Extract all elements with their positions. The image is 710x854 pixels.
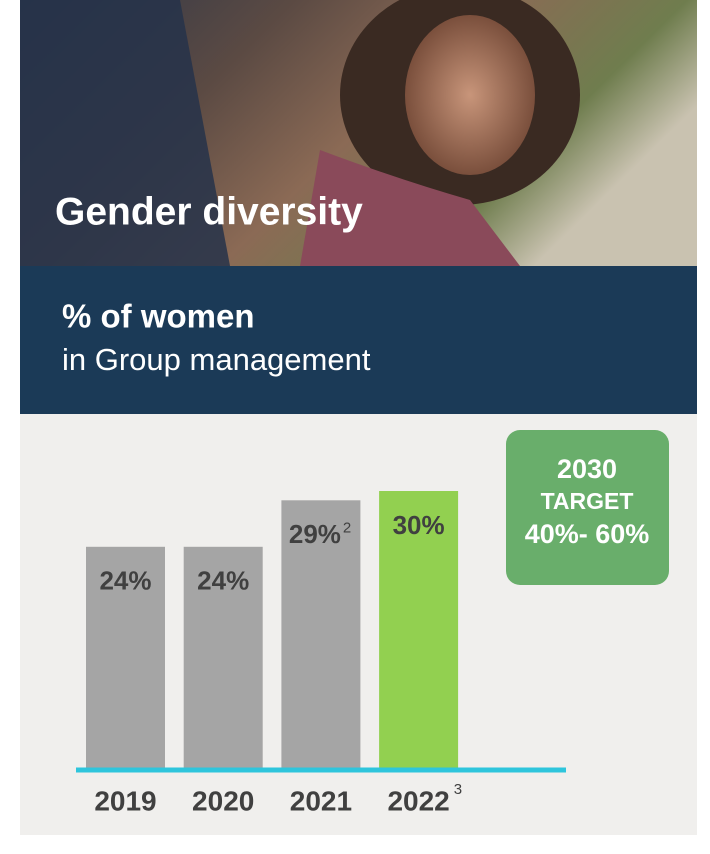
bar [86, 546, 165, 770]
footnote-mark: 3 [454, 781, 462, 798]
bar [281, 500, 361, 770]
x-tick-label: 2020 [192, 785, 254, 816]
bar [379, 491, 459, 770]
value-label: 29% [289, 519, 341, 549]
target-range: 40%- 60% [525, 519, 650, 549]
subheader-subtitle: in Group management [62, 342, 371, 377]
value-label: 24% [99, 566, 151, 596]
photo-face [405, 15, 535, 175]
photo-figure [20, 0, 230, 266]
subheader-title: % of women [62, 298, 255, 335]
target-box [506, 430, 669, 585]
target-year: 2030 [557, 454, 617, 484]
subheader-band [20, 266, 697, 414]
title: Gender diversity [55, 190, 363, 233]
value-label: 30% [393, 510, 445, 540]
chart: 24% 2019 24% 2020 29% 2 2021 30% 2022 3 [76, 491, 566, 816]
footnote-mark: 2 [343, 519, 351, 536]
target-label: TARGET [541, 488, 634, 514]
x-tick-label: 2021 [290, 785, 352, 816]
value-label: 24% [197, 566, 249, 596]
photo-scarf [300, 150, 520, 266]
x-tick-label: 2022 [387, 785, 449, 816]
bar [183, 546, 263, 770]
x-tick-label: 2019 [94, 785, 156, 816]
